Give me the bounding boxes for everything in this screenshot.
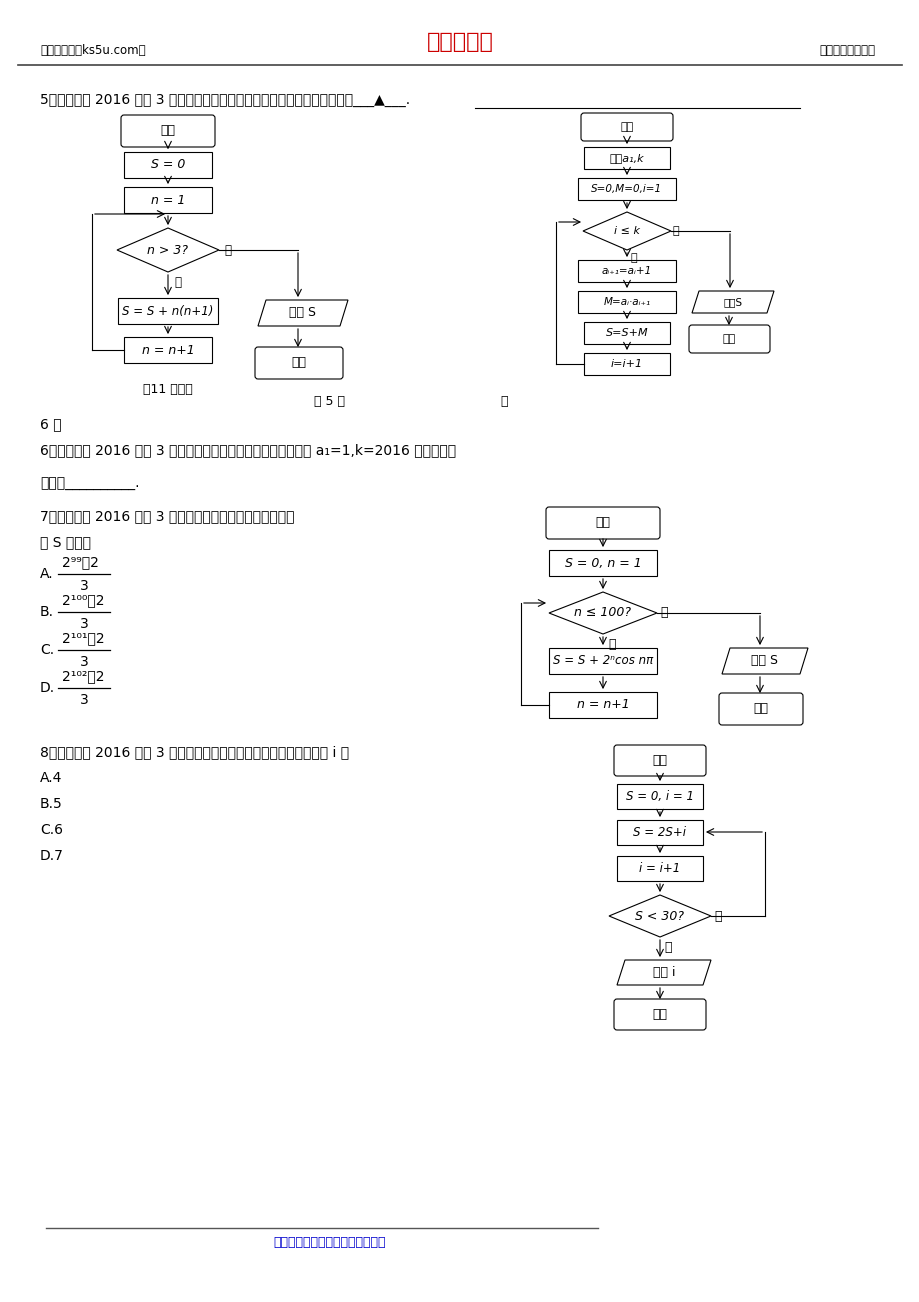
Text: 5、（济宁市 2016 高三 3 月模拟）执行如图所示的程序框图，输出的结果是___▲___.: 5、（济宁市 2016 高三 3 月模拟）执行如图所示的程序框图，输出的结果是_… bbox=[40, 92, 410, 107]
Text: 8、（日照市 2016 高三 3 月模拟）执行如图所示的程序框图，输出的 i 为: 8、（日照市 2016 高三 3 月模拟）执行如图所示的程序框图，输出的 i 为 bbox=[40, 745, 348, 759]
Text: S = 0, i = 1: S = 0, i = 1 bbox=[625, 790, 693, 803]
Text: 结束: 结束 bbox=[722, 335, 735, 344]
Bar bbox=[577, 260, 675, 283]
Text: aᵢ₊₁=aᵢ+1: aᵢ₊₁=aᵢ+1 bbox=[601, 266, 652, 276]
Text: i=i+1: i=i+1 bbox=[610, 359, 642, 368]
Text: B.: B. bbox=[40, 605, 54, 618]
Text: 结束: 结束 bbox=[291, 357, 306, 370]
Text: 否: 否 bbox=[659, 607, 667, 620]
Text: 输出 S: 输出 S bbox=[289, 306, 316, 319]
Bar bbox=[124, 337, 211, 363]
Text: （11 题图）: （11 题图） bbox=[143, 383, 193, 396]
Text: 是: 是 bbox=[223, 243, 231, 256]
Text: 是: 是 bbox=[713, 910, 720, 923]
Text: 否: 否 bbox=[664, 941, 671, 954]
Bar bbox=[549, 549, 656, 575]
Text: 7、（青岛市 2016 高三 3 月模拟）如图所示的程序框图，输: 7、（青岛市 2016 高三 3 月模拟）如图所示的程序框图，输 bbox=[40, 509, 294, 523]
Bar bbox=[549, 691, 656, 717]
Text: C.6: C.6 bbox=[40, 823, 62, 837]
Text: n = n+1: n = n+1 bbox=[142, 344, 194, 357]
Text: i = i+1: i = i+1 bbox=[639, 862, 680, 875]
Text: S=S+M: S=S+M bbox=[605, 328, 648, 339]
Text: 开始: 开始 bbox=[652, 754, 667, 767]
Text: D.7: D.7 bbox=[40, 849, 63, 863]
Text: S = 0: S = 0 bbox=[151, 159, 185, 172]
Text: 3: 3 bbox=[80, 693, 88, 707]
Text: 3: 3 bbox=[80, 655, 88, 669]
Bar bbox=[118, 298, 218, 324]
Text: 2⁹⁹－2: 2⁹⁹－2 bbox=[62, 555, 98, 569]
Bar bbox=[584, 353, 669, 375]
Text: 高考资源网: 高考资源网 bbox=[426, 33, 493, 52]
Text: 结束: 结束 bbox=[652, 1008, 667, 1021]
Text: A.: A. bbox=[40, 566, 53, 581]
Text: n ≤ 100?: n ≤ 100? bbox=[573, 607, 630, 620]
Text: C.: C. bbox=[40, 643, 54, 658]
Bar bbox=[577, 292, 675, 312]
Text: 出 S 的值为: 出 S 的值为 bbox=[40, 535, 91, 549]
Bar bbox=[584, 322, 669, 344]
Bar bbox=[577, 178, 675, 201]
Text: 3: 3 bbox=[80, 579, 88, 592]
Text: 输入a₁,k: 输入a₁,k bbox=[609, 154, 643, 163]
Bar bbox=[617, 784, 702, 809]
Text: 6、（临沂市 2016 高三 3 月模拟）如右上图所示的程序框图，当 a₁=1,k=2016 时，输出的: 6、（临沂市 2016 高三 3 月模拟）如右上图所示的程序框图，当 a₁=1,… bbox=[40, 443, 456, 457]
Text: A.4: A.4 bbox=[40, 771, 62, 785]
Text: i ≤ k: i ≤ k bbox=[613, 227, 640, 236]
Text: 是: 是 bbox=[630, 253, 637, 263]
Text: 开始: 开始 bbox=[160, 125, 176, 138]
Text: 输出 S: 输出 S bbox=[751, 655, 777, 668]
Bar bbox=[617, 855, 702, 881]
Text: S = S + n(n+1): S = S + n(n+1) bbox=[122, 305, 213, 318]
Bar bbox=[124, 152, 211, 178]
Text: n = 1: n = 1 bbox=[151, 194, 185, 207]
Text: 开始: 开始 bbox=[619, 122, 633, 132]
Text: S = 0, n = 1: S = 0, n = 1 bbox=[564, 556, 641, 569]
Text: 否: 否 bbox=[174, 276, 181, 289]
Text: 否: 否 bbox=[673, 227, 679, 236]
Text: S=0,M=0,i=1: S=0,M=0,i=1 bbox=[591, 184, 662, 194]
Text: 第 5 题: 第 5 题 bbox=[314, 395, 346, 408]
Text: D.: D. bbox=[40, 681, 55, 695]
Bar bbox=[124, 187, 211, 214]
Text: M=aᵢ·aᵢ₊₁: M=aᵢ·aᵢ₊₁ bbox=[603, 297, 650, 307]
Text: 结果为__________.: 结果为__________. bbox=[40, 477, 140, 491]
Bar bbox=[549, 648, 656, 674]
Text: 高考资源网（ks5u.com）: 高考资源网（ks5u.com） bbox=[40, 43, 145, 56]
Text: 高考资源网版权所有，侵权必究！: 高考资源网版权所有，侵权必究！ bbox=[274, 1236, 386, 1249]
Text: 3: 3 bbox=[80, 617, 88, 631]
Text: n = n+1: n = n+1 bbox=[576, 698, 629, 711]
Text: 是: 是 bbox=[607, 638, 615, 651]
Text: S = S + 2ⁿcos nπ: S = S + 2ⁿcos nπ bbox=[552, 655, 652, 668]
Text: B.5: B.5 bbox=[40, 797, 62, 811]
Text: n > 3?: n > 3? bbox=[147, 243, 188, 256]
Text: 您身边的高考专家: 您身边的高考专家 bbox=[818, 43, 874, 56]
Text: 结束: 结束 bbox=[753, 703, 767, 716]
Text: 6 题: 6 题 bbox=[40, 417, 62, 431]
Text: 2¹⁰¹－2: 2¹⁰¹－2 bbox=[62, 631, 105, 644]
Text: S = 2S+i: S = 2S+i bbox=[633, 825, 686, 838]
Text: 开始: 开始 bbox=[595, 517, 610, 530]
Bar bbox=[617, 820, 702, 845]
Text: 2¹⁰⁰－2: 2¹⁰⁰－2 bbox=[62, 592, 105, 607]
Text: S < 30?: S < 30? bbox=[635, 910, 684, 923]
Text: 输出 i: 输出 i bbox=[652, 966, 675, 979]
Text: 第: 第 bbox=[499, 395, 507, 408]
Text: 2¹⁰²－2: 2¹⁰²－2 bbox=[62, 669, 105, 684]
Text: 输出S: 输出S bbox=[722, 297, 742, 307]
Bar bbox=[584, 147, 669, 169]
